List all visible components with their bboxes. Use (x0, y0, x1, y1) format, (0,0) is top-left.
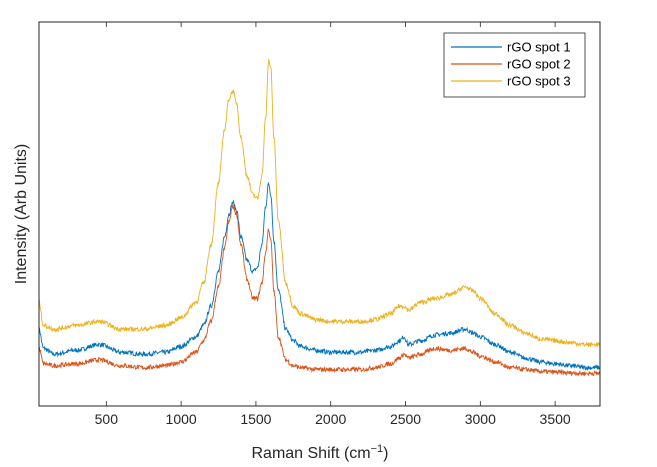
x-axis-label-superscript: −1 (371, 443, 384, 455)
x-tick-label-1000: 1000 (166, 411, 197, 427)
x-tick-label-3500: 3500 (540, 411, 571, 427)
x-axis-label: Raman Shift (cm−1) (251, 443, 388, 462)
legend-label-1: rGO spot 1 (507, 40, 571, 55)
x-axis-label-end: ) (383, 445, 388, 462)
y-axis-label: Intensity (Arb Units) (13, 144, 30, 284)
x-tick-label-2000: 2000 (315, 411, 346, 427)
x-tick-label-1500: 1500 (240, 411, 271, 427)
legend-label-2: rGO spot 2 (507, 57, 571, 72)
series-line-3 (38, 59, 601, 348)
series-layer (38, 59, 601, 377)
series-line-2 (38, 204, 601, 377)
legend-entries: rGO spot 1 rGO spot 2 rGO spot 3 (451, 40, 571, 89)
x-tick-label-500: 500 (95, 411, 119, 427)
x-tick-label-2500: 2500 (390, 411, 421, 427)
legend: rGO spot 1 rGO spot 2 rGO spot 3 (443, 32, 586, 98)
x-tick-label-3000: 3000 (465, 411, 496, 427)
legend-box (443, 32, 586, 98)
x-ticks: 500 1000 1500 2000 2500 3000 3500 (95, 22, 571, 427)
plot-frame (38, 21, 601, 407)
series-line-1 (38, 182, 601, 371)
legend-label-3: rGO spot 3 (507, 74, 571, 89)
